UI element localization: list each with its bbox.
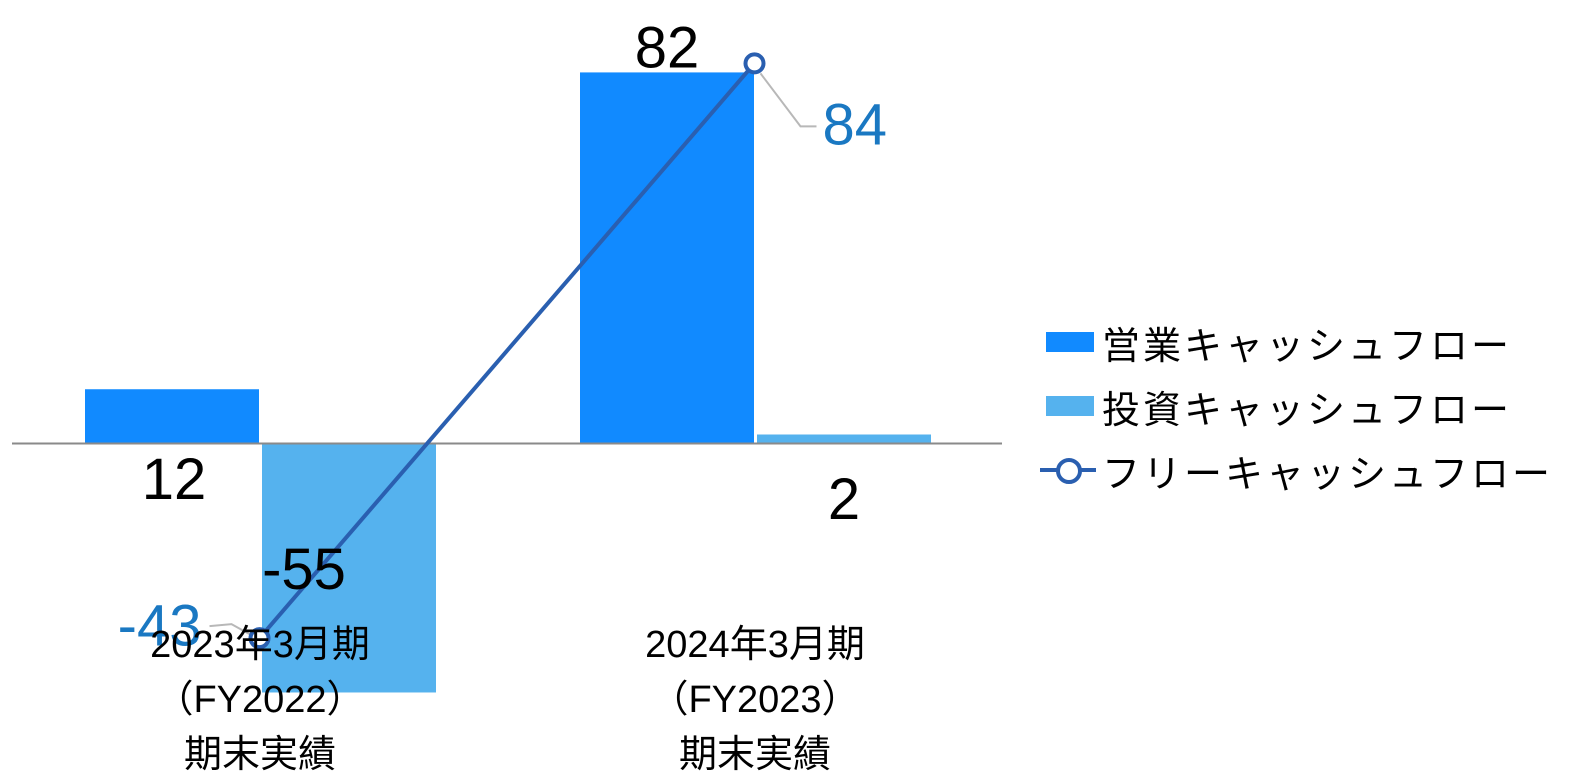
bar-s0-c1	[580, 72, 754, 444]
legend-item-investing: 投資キャッシュフロー	[1040, 374, 1553, 438]
free-cashflow-label-0: -43	[118, 593, 202, 658]
legend: 営業キャッシュフロー 投資キャッシュフロー フリーキャッシュフロー	[1040, 310, 1553, 502]
data-label-s1-c0: -55	[262, 537, 346, 602]
category-label-1: 2024年3月期 （FY2023） 期末実績	[595, 618, 915, 783]
free-cashflow-point-0	[248, 627, 271, 650]
leader-line-0	[209, 623, 250, 636]
bar-s0-c0	[85, 389, 259, 444]
leader-line-1	[759, 72, 817, 128]
free-cashflow-label-1: 84	[823, 93, 888, 158]
legend-swatch-operating	[1046, 332, 1094, 352]
category-label-1-line-2: （FY2023）	[650, 679, 860, 721]
bars-layer	[85, 72, 931, 693]
category-label-1-line-1: 2024年3月期	[645, 624, 865, 666]
legend-line-marker-icon	[1040, 455, 1096, 485]
free-cashflow-line	[257, 62, 757, 640]
category-label-0: 2023年3月期 （FY2022） 期末実績	[100, 618, 420, 783]
legend-swatch-investing	[1046, 396, 1094, 416]
line-series-layer	[248, 52, 766, 650]
legend-label-free: フリーキャッシュフロー	[1102, 451, 1554, 496]
bar-s1-c0	[262, 443, 436, 693]
category-label-0-line-2: （FY2022）	[155, 679, 365, 721]
leader-lines-layer	[209, 72, 817, 636]
data-label-s1-c1: 2	[828, 467, 860, 532]
legend-label-operating: 営業キャッシュフロー	[1102, 323, 1513, 368]
legend-label-investing: 投資キャッシュフロー	[1102, 387, 1513, 432]
category-label-0-line-3: 期末実績	[183, 734, 336, 776]
legend-item-free: フリーキャッシュフロー	[1040, 438, 1553, 502]
data-labels-layer: 12 82 -55 2 -43 84	[118, 16, 887, 659]
legend-item-operating: 営業キャッシュフロー	[1040, 310, 1553, 374]
category-label-0-line-1: 2023年3月期	[150, 624, 370, 666]
free-cashflow-point-1	[743, 52, 766, 75]
data-label-s0-c1: 82	[635, 16, 700, 81]
data-label-s0-c0: 12	[142, 447, 207, 512]
bar-s1-c1	[757, 434, 931, 444]
category-label-1-line-3: 期末実績	[678, 734, 831, 776]
